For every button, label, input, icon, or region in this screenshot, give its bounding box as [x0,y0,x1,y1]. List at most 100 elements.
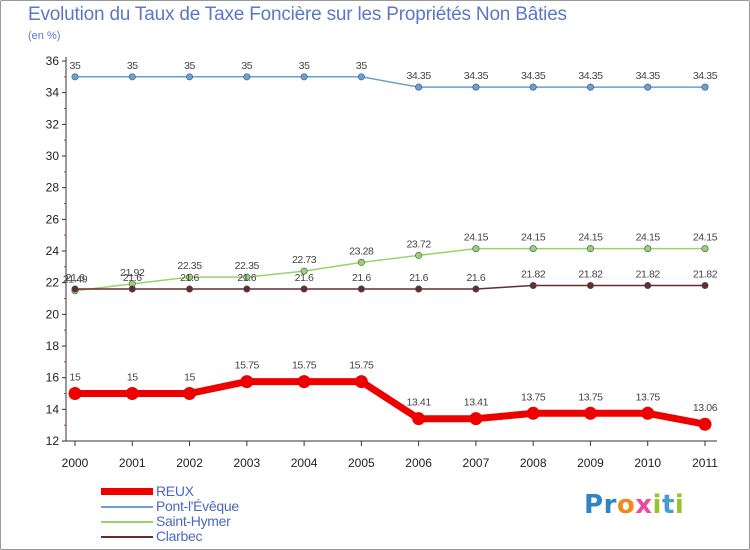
data-point-saint-hymer [701,245,709,253]
data-point-pont-l-eveque [128,73,136,81]
data-point-clarbec [586,282,594,290]
data-point-clarbec [186,285,194,293]
x-tick-label: 2007 [463,456,490,470]
data-point-saint-hymer [300,267,308,275]
x-tick-label: 2010 [634,456,661,470]
data-point-saint-hymer [586,245,594,253]
x-tick-label: 2002 [176,456,203,470]
y-tick-label: 30 [46,149,60,163]
data-point-saint-hymer [472,245,480,253]
data-label-saint-hymer: 22.35 [177,260,202,272]
data-label-clarbec: 21.6 [180,272,199,284]
data-label-clarbec: 21.82 [693,269,718,281]
data-label-saint-hymer: 24.15 [464,232,489,244]
data-label-clarbec: 21.6 [123,272,142,284]
y-tick-label: 24 [46,244,60,258]
data-label-pont-l-eveque: 35 [241,60,252,72]
axes [65,57,717,442]
plot-area [68,73,712,431]
data-point-reux [583,406,597,420]
legend-swatch-reux [101,488,153,495]
y-tick-label: 22 [46,276,60,290]
data-point-pont-l-eveque [644,83,652,91]
series-line-clarbec [75,284,705,290]
data-point-pont-l-eveque [243,73,251,81]
data-point-pont-l-eveque [529,83,537,91]
data-point-reux [183,387,197,400]
data-point-pont-l-eveque [357,73,365,81]
legend-label-saint-hymer: Saint-Hymer [156,513,231,529]
x-tick-label: 2001 [119,456,146,470]
series-line-pont-l-eveque [75,76,705,88]
series-line-reux [75,378,706,428]
data-point-reux [412,412,426,426]
data-point-reux [297,375,311,389]
y-tick-label: 28 [46,181,60,195]
data-point-clarbec [71,285,79,293]
data-point-pont-l-eveque [71,73,79,81]
data-label-clarbec: 21.6 [66,272,85,284]
data-label-reux: 15 [70,372,81,384]
y-tick-label: 36 [46,54,60,68]
legend-swatch-pont-l-eveque [101,506,153,508]
data-label-reux: 13.41 [406,397,431,409]
y-tick-label: 18 [46,339,60,353]
data-label-clarbec: 21.6 [409,272,428,284]
data-label-reux: 15.75 [235,360,260,372]
data-label-clarbec: 21.6 [295,272,314,284]
data-label-saint-hymer: 24.15 [521,232,546,244]
y-tick-label: 26 [46,212,60,226]
data-label-reux: 13.75 [521,391,546,403]
data-label-reux: 15 [184,372,195,384]
data-label-pont-l-eveque: 35 [356,60,367,72]
data-label-pont-l-eveque: 34.35 [521,70,546,82]
data-point-saint-hymer [644,245,652,253]
data-point-reux [354,375,368,389]
data-label-pont-l-eveque: 34.35 [693,70,718,82]
x-tick-label: 2005 [348,456,375,470]
data-label-saint-hymer: 24.15 [636,232,661,244]
y-tick-label: 12 [46,434,60,448]
data-point-saint-hymer [357,258,365,266]
data-label-saint-hymer: 23.72 [406,238,431,250]
y-tick-label: 14 [46,402,60,416]
logo-letter: r [603,490,617,520]
data-point-pont-l-eveque [701,83,709,91]
x-tick-label: 2003 [233,456,260,470]
data-point-clarbec [701,282,709,290]
x-tick-label: 2011 [692,456,718,470]
series-line-saint-hymer [74,247,705,292]
logo-letter: o [616,490,636,520]
x-tick-label: 2004 [291,456,318,470]
logo-letter: i [652,490,662,520]
y-tick-label: 32 [46,117,60,131]
data-labels: 35 35 35 35 35 35 34.35 34.35 34.35 34.35 34.35 34.… [63,60,718,414]
data-point-reux [125,387,139,400]
data-label-pont-l-eveque: 34.35 [636,70,661,82]
data-label-clarbec: 21.6 [466,272,485,284]
data-point-reux [698,417,712,431]
data-point-reux [469,412,483,426]
data-label-reux: 15.75 [349,360,374,372]
data-point-pont-l-eveque [186,73,194,81]
data-point-saint-hymer [529,245,537,253]
data-label-reux: 13.75 [636,391,661,403]
data-label-saint-hymer: 23.28 [349,245,374,257]
legend-label-clarbec: Clarbec [156,528,203,544]
data-label-pont-l-eveque: 34.35 [464,70,489,82]
data-label-saint-hymer: 22.35 [235,260,260,272]
proxiti-logo: Proxiti [584,490,684,520]
data-label-clarbec: 21.6 [352,272,371,284]
data-point-reux [240,375,254,389]
data-point-reux [641,406,655,420]
data-point-clarbec [243,285,251,293]
data-point-reux [68,387,82,400]
data-label-pont-l-eveque: 35 [184,60,195,72]
data-label-clarbec: 21.82 [636,269,661,281]
data-label-saint-hymer: 24.15 [578,232,603,244]
data-label-pont-l-eveque: 34.35 [406,70,431,82]
logo-letter: i [674,490,685,520]
chart-title: Evolution du Taux de Taxe Foncière sur l… [28,4,567,25]
data-label-reux: 13.75 [578,391,603,403]
